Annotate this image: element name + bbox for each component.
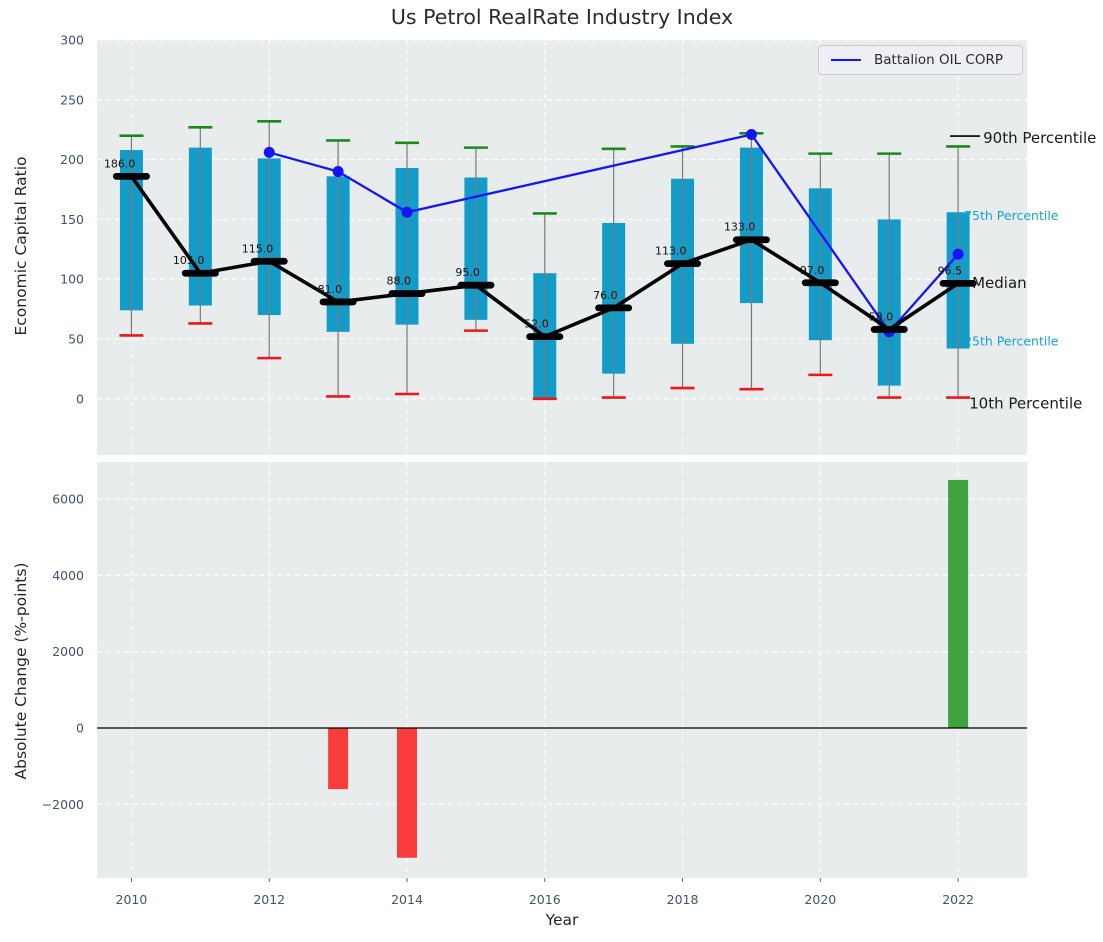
median-value-label: 76.0 (593, 289, 618, 302)
median-value-label: 113.0 (655, 245, 687, 258)
y-tick-label: 200 (60, 152, 84, 167)
y-tick-label: 0 (76, 391, 84, 406)
y-tick-label: 150 (60, 212, 84, 227)
change-bar-2022 (948, 479, 969, 729)
median-value-label: 58.0 (869, 310, 894, 323)
median-marker-2018 (664, 260, 702, 268)
median-marker-2016 (526, 333, 564, 340)
median-value-label: 96.5 (938, 264, 963, 277)
median-value-label: 105.0 (173, 254, 205, 267)
y-tick-label: 250 (60, 92, 84, 107)
median-value-label: 186.0 (104, 157, 136, 170)
median-value-label: 133.0 (724, 221, 756, 234)
x-axis-label: Year (545, 911, 579, 929)
percentile-label: 25th Percentile (964, 333, 1059, 348)
y-tick-label: 50 (68, 331, 84, 346)
median-marker-2015 (457, 281, 495, 289)
company-point (332, 166, 344, 178)
median-marker-2013 (319, 298, 357, 306)
legend-line-swatch (831, 59, 861, 61)
x-tick-label: 2022 (942, 892, 974, 907)
median-marker-2017 (595, 304, 633, 312)
median-marker-2020 (801, 279, 839, 287)
median-marker-2019 (732, 236, 770, 244)
y-tick-label: 4000 (52, 568, 84, 583)
x-tick-label: 2018 (667, 892, 699, 907)
x-tick-label: 2012 (253, 892, 285, 907)
y-tick-label: 0 (76, 721, 84, 736)
company-point (745, 128, 757, 140)
median-marker-2011 (181, 269, 219, 277)
company-point (952, 248, 964, 260)
y-tick-label: 100 (60, 272, 84, 287)
chart-title: Us Petrol RealRate Industry Index (390, 5, 734, 29)
median-value-label: 81.0 (318, 283, 343, 296)
median-value-label: 95.0 (455, 266, 480, 279)
top-y-axis-label: Economic Capital Ratio (12, 156, 30, 336)
change-bar-2014 (397, 728, 417, 858)
median-marker-2010 (112, 172, 150, 180)
percentile-label: 10th Percentile (969, 395, 1082, 413)
median-value-label: 97.0 (800, 264, 825, 277)
y-tick-label: 6000 (52, 492, 84, 507)
bottom-plot-background (97, 462, 1027, 878)
top-plot-background (97, 40, 1027, 455)
company-point (263, 146, 275, 158)
median-marker-2012 (250, 257, 288, 265)
y-tick-label: −2000 (42, 797, 84, 812)
y-tick-label: 300 (60, 33, 84, 48)
median-value-label: 52.0 (524, 318, 549, 331)
legend-label: Battalion OIL CORP (874, 52, 1003, 68)
median-value-label: 115.0 (242, 242, 274, 255)
median-marker-2021 (870, 326, 908, 333)
x-tick-label: 2016 (529, 892, 561, 907)
median-marker-2014 (388, 290, 426, 297)
percentile-label: Median (972, 274, 1027, 292)
legend: Battalion OIL CORP (818, 45, 1023, 75)
y-tick-label: 2000 (52, 644, 84, 659)
x-tick-label: 2014 (391, 892, 423, 907)
change-bar-2013 (328, 728, 349, 790)
median-marker-2022 (939, 279, 977, 287)
company-point (401, 206, 413, 218)
percentile-label: 90th Percentile (983, 129, 1096, 147)
x-tick-label: 2020 (804, 892, 836, 907)
bottom-y-axis-label: Absolute Change (%-points) (12, 562, 30, 780)
median-value-label: 88.0 (387, 275, 412, 288)
x-tick-label: 2010 (116, 892, 148, 907)
company-line (268, 133, 959, 334)
percentile-label: 75th Percentile (964, 208, 1059, 223)
